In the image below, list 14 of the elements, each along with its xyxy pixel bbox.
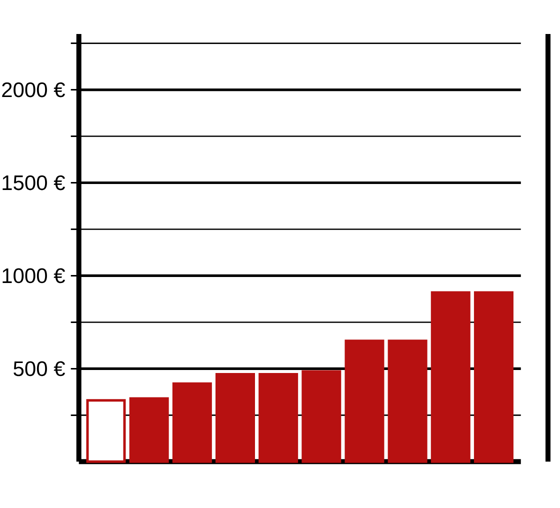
bar [388,340,428,463]
bar [215,373,255,463]
y-tick-label: 1000 € [2,268,66,284]
bar [430,291,470,463]
bar [129,397,169,463]
bar [344,340,384,463]
bar [172,382,212,463]
y-tick-label: 2000 € [2,82,66,98]
bar [302,370,342,463]
y-tick-label: 500 € [14,361,66,376]
bar [258,373,298,463]
bar [86,399,126,463]
y-tick-label: 1500 € [2,175,66,190]
bar [474,291,514,463]
